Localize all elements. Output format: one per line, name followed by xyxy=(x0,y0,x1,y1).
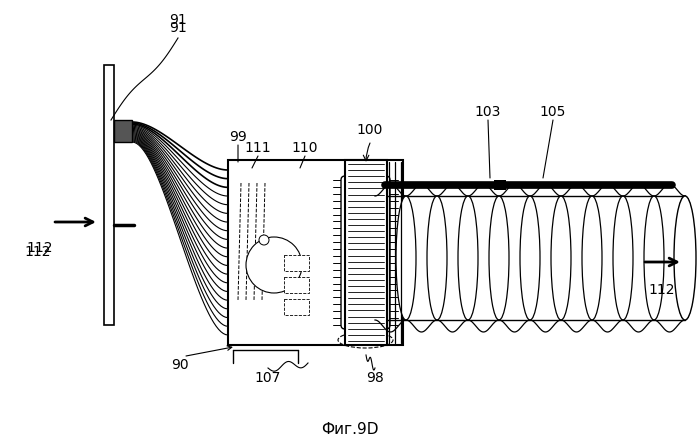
Ellipse shape xyxy=(613,196,633,320)
Text: 105: 105 xyxy=(540,105,566,119)
Text: 90: 90 xyxy=(172,358,189,372)
Text: 91: 91 xyxy=(169,13,187,27)
Ellipse shape xyxy=(396,196,416,320)
Bar xyxy=(494,180,506,190)
Text: 91: 91 xyxy=(169,21,187,35)
Ellipse shape xyxy=(365,196,385,320)
Bar xyxy=(284,255,309,271)
Text: 111: 111 xyxy=(245,141,272,155)
Ellipse shape xyxy=(489,196,509,320)
Bar xyxy=(104,65,114,325)
Text: 103: 103 xyxy=(475,105,501,119)
Bar xyxy=(114,120,132,142)
Text: 110: 110 xyxy=(292,141,318,155)
Ellipse shape xyxy=(644,196,664,320)
Circle shape xyxy=(246,237,302,293)
Ellipse shape xyxy=(675,196,695,320)
Text: 112: 112 xyxy=(25,245,51,259)
Bar xyxy=(284,299,309,315)
Text: 112: 112 xyxy=(649,283,675,297)
Ellipse shape xyxy=(520,196,540,320)
Bar xyxy=(284,277,309,293)
Bar xyxy=(228,160,403,345)
Text: 112: 112 xyxy=(27,241,53,255)
FancyBboxPatch shape xyxy=(341,176,390,329)
Text: 99: 99 xyxy=(229,130,247,144)
Ellipse shape xyxy=(674,196,696,320)
Text: 98: 98 xyxy=(366,371,384,385)
Text: 107: 107 xyxy=(255,371,281,385)
Ellipse shape xyxy=(427,196,447,320)
Ellipse shape xyxy=(551,196,571,320)
Circle shape xyxy=(259,235,269,245)
Ellipse shape xyxy=(582,196,602,320)
Ellipse shape xyxy=(338,332,393,348)
Bar xyxy=(345,160,387,345)
Text: 100: 100 xyxy=(357,123,383,137)
Ellipse shape xyxy=(458,196,478,320)
Text: Фиг.9D: Фиг.9D xyxy=(321,422,379,438)
